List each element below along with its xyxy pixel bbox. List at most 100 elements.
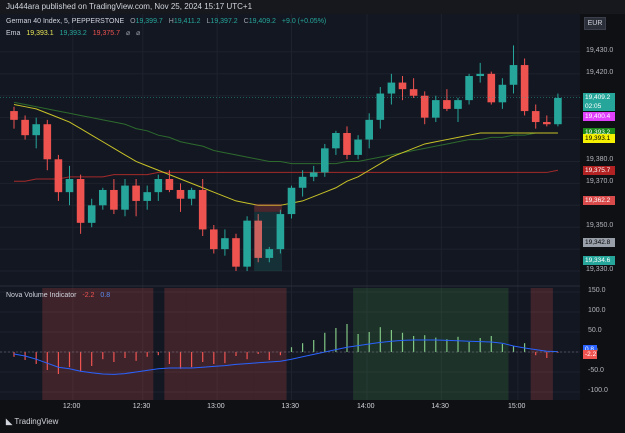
time-axis-label: 13:30 <box>281 403 300 410</box>
ema-value-1: 19,393.1 <box>26 30 54 37</box>
indicator-zone <box>42 288 154 400</box>
eye-icon[interactable]: ⌀ <box>125 30 131 37</box>
price-tag: 19,400.4 <box>583 112 615 122</box>
currency-button[interactable]: EUR <box>584 17 606 30</box>
indicator-name[interactable]: Nova Volume Indicator <box>6 292 77 299</box>
candlestick-series <box>10 45 562 272</box>
indicator-zone <box>164 288 187 400</box>
candle-body <box>232 238 240 267</box>
candle-body <box>432 100 440 118</box>
price-tag: 19,375.7 <box>583 166 615 176</box>
candle-body <box>409 89 418 96</box>
ema-name[interactable]: Ema <box>6 30 21 37</box>
candle-body <box>110 189 118 210</box>
candle-body <box>387 82 396 94</box>
price-axis-label: 19,350.0 <box>586 222 614 230</box>
price-axis-label: 19,370.0 <box>586 178 614 186</box>
candle-body <box>254 220 262 258</box>
candle-body <box>420 95 429 118</box>
candle-body <box>43 124 52 160</box>
candle-body <box>309 172 318 177</box>
price-axis-label: 19,380.0 <box>586 156 614 164</box>
indicator-value-1: -2.2 <box>82 292 95 299</box>
published-by-text: Ju444ara published on TradingView.com, N… <box>6 2 253 11</box>
brand-name: TradingView <box>14 417 59 426</box>
price-axis-label: 19,420.0 <box>586 68 614 76</box>
candle-body <box>343 132 351 155</box>
candle-body <box>99 189 107 206</box>
candle-body <box>454 100 462 109</box>
indicator-zone <box>353 288 509 400</box>
candle-body <box>298 176 307 188</box>
price-axis-label: 19,330.0 <box>586 266 614 274</box>
price-tag: 19,334.6 <box>583 256 615 266</box>
ema-value-2: 19,393.2 <box>59 30 87 37</box>
candle-body <box>332 132 340 149</box>
indicator-zones <box>42 288 553 400</box>
candle-body <box>554 97 562 125</box>
time-axis-label: 15:00 <box>507 403 526 410</box>
close-label: C <box>243 18 249 25</box>
high-value: 19,411.2 <box>173 18 201 25</box>
candle-body <box>154 179 163 193</box>
ema-lines <box>13 101 558 206</box>
indicator-axis-label: 50.0 <box>588 327 602 334</box>
time-axis-label: 14:00 <box>356 403 375 410</box>
low-value: 19,397.2 <box>210 18 238 25</box>
drawing-box-red <box>254 203 282 212</box>
candle-body <box>87 205 96 223</box>
low-label: L <box>206 18 211 25</box>
candle-body <box>76 179 85 223</box>
price-tag: 19,342.8 <box>583 238 615 248</box>
candle-body <box>543 122 551 125</box>
candle-body <box>276 214 285 250</box>
indicator-legend[interactable]: Nova Volume Indicator -2.2 0.8 <box>6 292 110 299</box>
change-value: +9.0 (+0.05%) <box>281 18 327 25</box>
candle-body <box>398 82 407 90</box>
close-value: 19,409.2 <box>248 18 276 25</box>
indicator-zone <box>530 288 553 400</box>
indicator-axis-label: 100.0 <box>588 307 606 314</box>
time-axis-label: 14:30 <box>431 403 449 410</box>
open-label: O <box>130 18 136 25</box>
volume-histogram <box>13 324 559 374</box>
candle-body <box>187 189 196 199</box>
indicator-zone <box>186 288 254 400</box>
overlays <box>0 97 580 353</box>
tradingview-logo[interactable]: ◣ TradingView <box>6 417 58 426</box>
candle-body <box>321 148 329 173</box>
candle-body <box>210 229 218 250</box>
candle-body <box>198 189 207 230</box>
indicator-axis-label: -100.0 <box>588 387 608 394</box>
time-axis-label: 12:00 <box>62 403 81 410</box>
drawing-box-green <box>254 211 282 272</box>
candle-body <box>32 124 40 136</box>
symbol-legend[interactable]: German 40 Index, 5, PEPPERSTONE O19,399.… <box>6 18 326 25</box>
candle-body <box>498 84 507 103</box>
settings-icon[interactable]: ⌀ <box>136 30 141 37</box>
volume-signal-line <box>13 339 558 375</box>
time-axis-label: 13:00 <box>207 403 225 410</box>
ema-legend[interactable]: Ema 19,393.1 19,393.2 19,375.7 ⌀ ⌀ <box>6 29 140 37</box>
price-axis-label: 19,430.0 <box>586 46 614 54</box>
symbol-name[interactable]: German 40 Index, 5, PEPPERSTONE <box>6 18 125 25</box>
volume-line <box>13 339 558 375</box>
indicator-tag: 0.8 <box>583 345 597 355</box>
price-tag: 19,362.2 <box>583 195 615 205</box>
candle-body <box>221 238 229 250</box>
footer-bar <box>0 414 625 433</box>
ema-mid-line <box>13 101 558 165</box>
price-tag: 19,393.2 <box>583 128 615 138</box>
ema-fast-line <box>13 104 558 206</box>
candle-body <box>365 119 373 140</box>
tv-logo-icon: ◣ <box>6 417 15 426</box>
ema-value-3: 19,375.7 <box>92 30 121 37</box>
candle-body <box>531 111 540 123</box>
candle-body <box>520 65 529 112</box>
candle-body <box>165 179 174 190</box>
price-tag: 19,409.2 <box>583 92 615 102</box>
candle-body <box>143 192 151 201</box>
candle-body <box>509 65 518 85</box>
publish-bar <box>0 0 625 14</box>
